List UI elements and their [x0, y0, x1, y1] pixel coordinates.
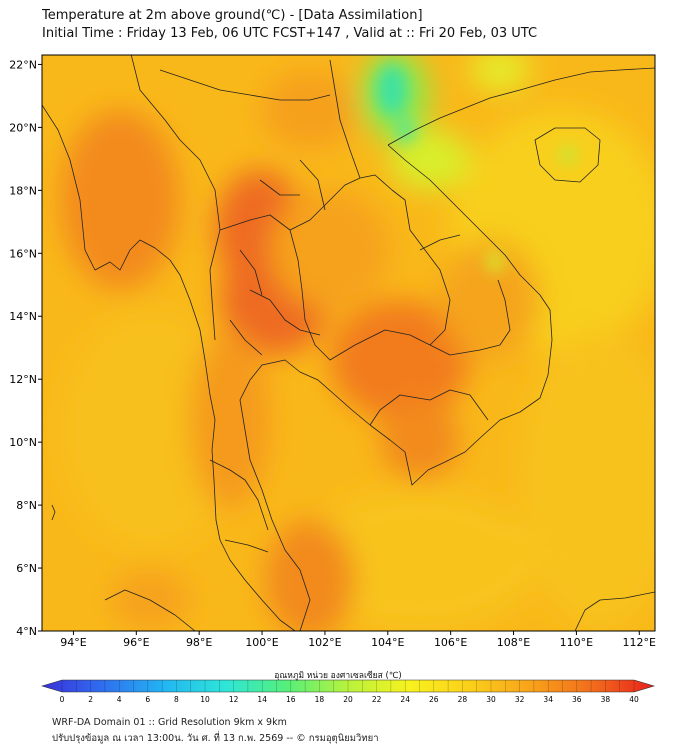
map-title: Temperature at 2m above ground(℃) - [Dat…	[42, 8, 423, 23]
lon-tick-label: 100°E	[245, 636, 278, 649]
colorbar-tick-label: 22	[372, 695, 382, 704]
colorbar-tick-label: 38	[601, 695, 611, 704]
colorbar-ticks: 0 2 4 6 8 10 12 14 16 18 20 22 24 26 28 30 32 34 36 38 40	[60, 680, 639, 704]
temperature-field	[42, 55, 655, 631]
colorbar-tick-label: 40	[629, 695, 639, 704]
colorbar-tick-label: 36	[572, 695, 582, 704]
lat-tick-label: 12°N	[9, 373, 37, 386]
colorbar-tick-label: 16	[286, 695, 296, 704]
temperature-map: 94°E 96°E 98°E 100°E 102°E 104°E 106°E 108°E 110…	[9, 54, 656, 704]
colorbar-tick-label: 14	[257, 695, 267, 704]
lat-tick-label: 14°N	[9, 310, 37, 323]
colorbar-tick-label: 0	[60, 695, 65, 704]
colorbar-tick-label: 24	[400, 695, 410, 704]
coastline-borders	[42, 55, 655, 631]
lat-tick-label: 22°N	[9, 58, 37, 71]
colorbar-tick-label: 4	[117, 695, 122, 704]
colorbar-tick-label: 2	[88, 695, 93, 704]
colorbar-tick-label: 20	[343, 695, 353, 704]
lon-tick-label: 94°E	[60, 636, 86, 649]
colorbar-tick-label: 30	[486, 695, 496, 704]
lat-tick-label: 4°N	[16, 625, 37, 638]
colorbar-tick-label: 26	[429, 695, 439, 704]
lon-tick-label: 102°E	[308, 636, 341, 649]
plot-frame	[41, 54, 656, 632]
latitude-axis: 4°N 6°N 8°N 10°N 12°N 14°N 16°N 18°N 20°N 22°N	[9, 58, 42, 638]
colorbar: 0 2 4 6 8 10 12 14 16 18 20 22 24 26 28 30 32 34 36 38 40	[40, 679, 656, 704]
colorbar-tick-label: 28	[458, 695, 468, 704]
lon-tick-label: 110°E	[560, 636, 593, 649]
colorbar-tick-label: 10	[200, 695, 210, 704]
lon-tick-label: 98°E	[186, 636, 212, 649]
colorbar-tick-label: 34	[543, 695, 553, 704]
map-subtitle: Initial Time : Friday 13 Feb, 06 UTC FCS…	[42, 26, 538, 41]
colorbar-tick-label: 32	[515, 695, 525, 704]
update-info: ปรับปรุงข้อมูล ณ เวลา 13:00น. วัน ศ. ที่…	[52, 733, 379, 744]
lon-tick-label: 108°E	[497, 636, 530, 649]
lon-tick-label: 104°E	[371, 636, 404, 649]
colorbar-tick-label: 12	[229, 695, 239, 704]
colorbar-tick-label: 18	[315, 695, 325, 704]
lat-tick-label: 20°N	[9, 121, 37, 134]
lat-tick-label: 8°N	[16, 499, 37, 512]
colorbar-label: อุณหภูมิ หน่วย องศาเซลเซียส (℃)	[274, 671, 402, 681]
longitude-axis: 94°E 96°E 98°E 100°E 102°E 104°E 106°E 108°E 110…	[60, 631, 656, 649]
lat-tick-label: 18°N	[9, 184, 37, 197]
lon-tick-label: 96°E	[123, 636, 149, 649]
lat-tick-label: 6°N	[16, 562, 37, 575]
colorbar-tick-label: 6	[145, 695, 150, 704]
colorbar-tick-label: 8	[174, 695, 179, 704]
lon-tick-label: 106°E	[434, 636, 467, 649]
lat-tick-label: 16°N	[9, 247, 37, 260]
model-info: WRF-DA Domain 01 :: Grid Resolution 9km …	[52, 717, 287, 728]
lon-tick-label: 112°E	[623, 636, 656, 649]
lat-tick-label: 10°N	[9, 436, 37, 449]
